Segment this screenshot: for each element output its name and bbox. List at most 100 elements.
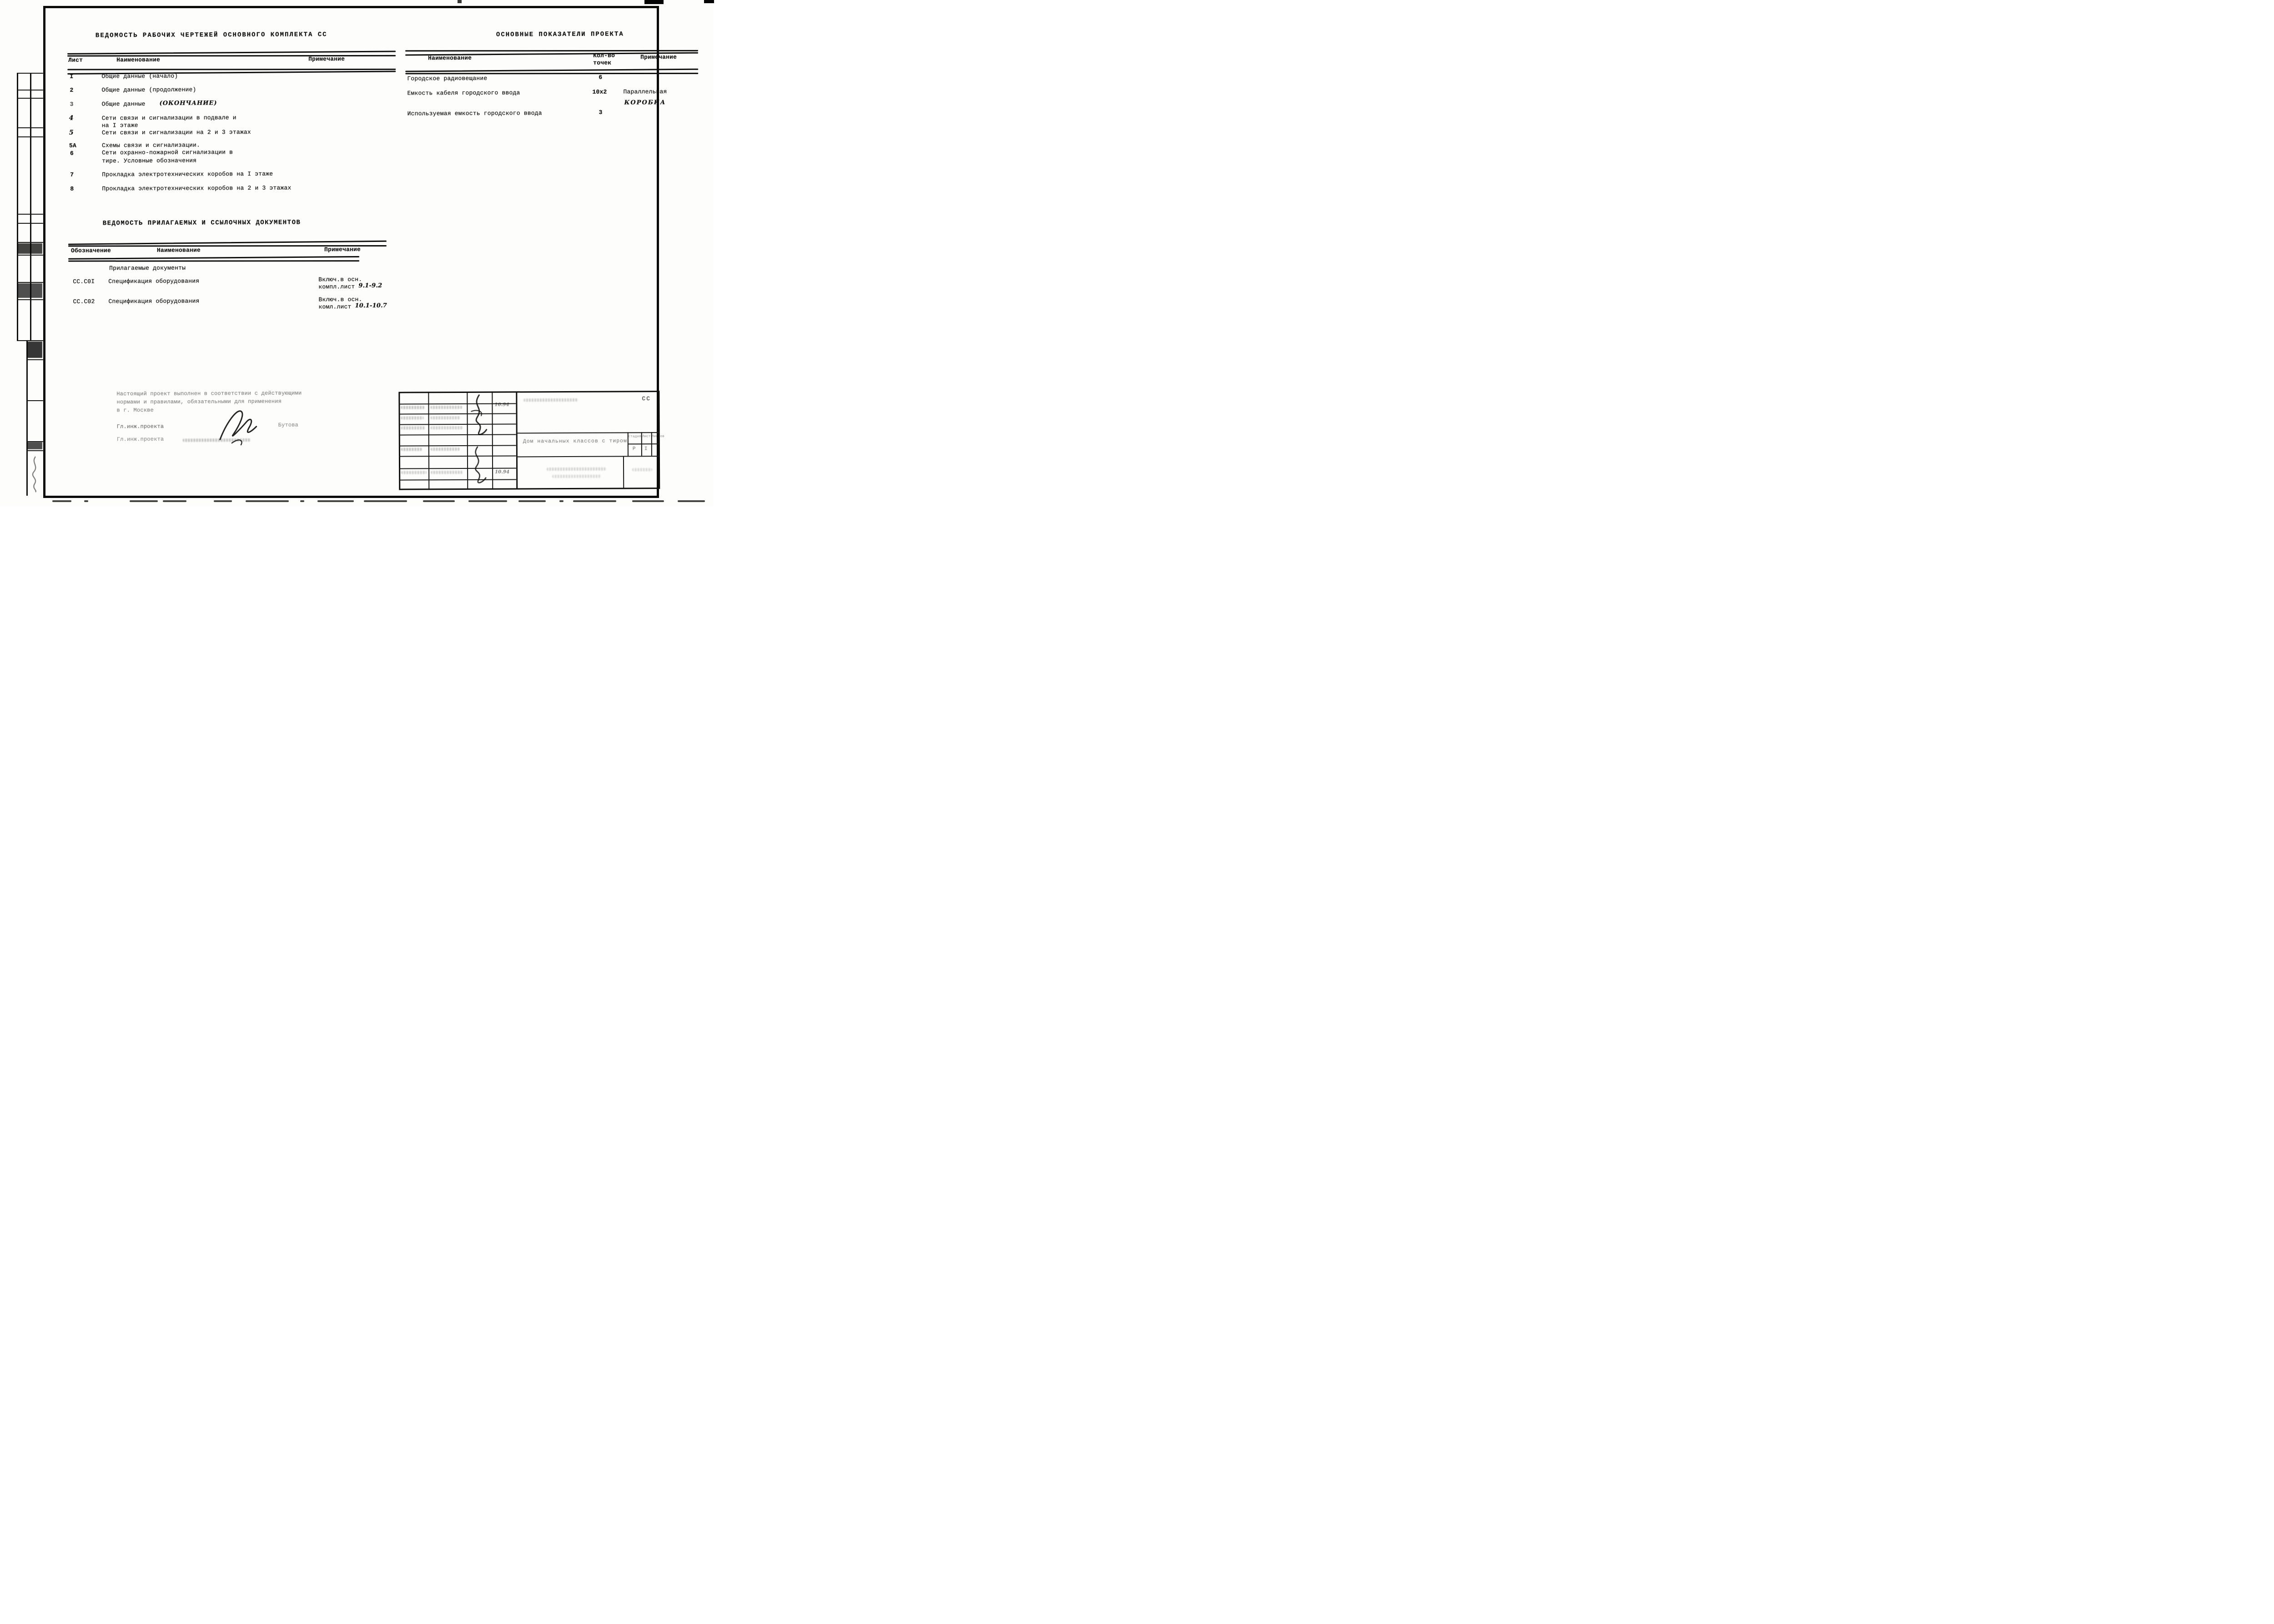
scan-artifact: [84, 500, 88, 502]
doc-number-faded: [523, 398, 579, 402]
scan-artifact: [163, 500, 186, 502]
chief-engineer-signature: [219, 410, 257, 446]
row-name: Сети связи и сигнализации на 2 и 3 этажа…: [101, 129, 251, 136]
illegible-text: [552, 474, 602, 478]
scan-artifact: [246, 500, 289, 502]
illegible-text: [401, 426, 426, 430]
indicators-col-note: Примечание: [640, 53, 677, 61]
illegible-text: [547, 467, 606, 471]
table-rule: [67, 68, 396, 70]
declaration-line: нормами и правилами, обязательными для п…: [116, 398, 282, 406]
row-name: Прокладка электротехнических коробов на …: [102, 184, 292, 192]
register-col-sheet: Лист: [68, 56, 83, 64]
documents-group-label: Прилагаемые документы: [109, 264, 186, 272]
second-signoff-label: Гл.инж.проекта: [116, 436, 164, 443]
illegible-text: [401, 416, 424, 420]
stamp-date: 10.94: [494, 402, 509, 407]
row-sheet-no: 7: [70, 171, 74, 178]
scan-artifact: [317, 500, 354, 502]
register-col-note: Примечание: [308, 55, 345, 63]
row-sheet-no: I: [70, 73, 74, 80]
table-rule: [68, 256, 360, 260]
illegible-text: [182, 438, 251, 442]
illegible-text: [430, 405, 463, 409]
illegible-text: [401, 406, 425, 409]
row-sheet-no: 6: [70, 150, 74, 157]
documents-title: ВЕДОМОСТЬ ПРИЛАГАЕМЫХ И ССЫЛОЧНЫХ ДОКУМЕ…: [102, 219, 301, 227]
stamp-project-title: Дом начальных классов с тиром: [523, 438, 627, 445]
illegible-text: [430, 426, 463, 430]
ink-smudge: [27, 442, 42, 449]
scan-artifact: [130, 500, 158, 502]
chief-engineer-name: Бутова: [278, 422, 299, 428]
sheets-label: Листов: [651, 435, 665, 439]
register-col-name: Наименование: [116, 56, 161, 64]
scan-artifact: [300, 500, 304, 502]
table-rule: [405, 72, 699, 75]
table-rule: [68, 240, 387, 245]
documents-col-code: Обозначение: [70, 247, 111, 254]
row-name: Сети связи и сигнализации в подвале и: [101, 114, 236, 122]
scan-artifact: [458, 0, 462, 3]
indicator-name: Емкость кабеля городского ввода: [407, 89, 520, 97]
doc-name: Спецификация оборудования: [108, 277, 200, 285]
documents-col-note: Примечание: [324, 246, 361, 253]
doc-name: Спецификация оборудования: [108, 297, 200, 305]
ink-smudge: [18, 283, 42, 298]
sheet-label: Лист: [642, 435, 651, 439]
illegible-text: [401, 447, 422, 451]
stamp-signature: [475, 446, 487, 483]
row-name-handwritten: (ОКОНЧАНИЕ): [159, 100, 217, 107]
scan-artifact: [573, 500, 616, 502]
illegible-text: [632, 468, 653, 472]
indicator-qty: 6: [599, 74, 603, 81]
table-rule: [67, 50, 396, 55]
scan-artifact: [423, 500, 455, 502]
indicators-col-qty: Кол-во: [593, 52, 615, 59]
sheet-value: I: [644, 446, 648, 452]
declaration-line: Настоящий проект выполнен в соответствии…: [116, 390, 302, 397]
doc-note: компл.лист: [318, 283, 359, 291]
row-sheet-no: 5: [69, 129, 74, 136]
row-name: Общие данные: [101, 100, 149, 108]
indicators-col-name: Наименование: [428, 54, 472, 62]
indicators-title: ОСНОВНЫЕ ПОКАЗАТЕЛИ ПРОЕКТА: [496, 30, 624, 39]
scan-artifact: [678, 500, 705, 502]
scan-artifact: [559, 500, 563, 502]
margin-handwriting: [32, 456, 37, 493]
stage-label: Стадия: [628, 435, 642, 439]
row-name: Сети охранно-пожарной сигнализации в: [101, 149, 233, 156]
scan-artifact: [704, 0, 714, 3]
scan-artifact: [632, 500, 664, 502]
doc-note-handwritten: 10.1-10.7: [355, 302, 387, 310]
chief-engineer-label: Гл.инж.проекта: [116, 423, 164, 430]
table-rule: [405, 68, 699, 72]
ink-smudge: [18, 243, 42, 254]
illegible-text: [401, 471, 427, 474]
indicator-note: Параллельная: [623, 88, 667, 96]
stage-value: Р: [632, 446, 636, 452]
scan-artifact: [52, 500, 71, 502]
table-rule: [68, 260, 360, 262]
illegible-text: [430, 447, 460, 451]
doc-note: комл.лист: [318, 303, 355, 311]
table-rule: [405, 50, 699, 52]
row-name: тире. Условные обозначения: [102, 157, 197, 165]
indicator-name: Городское радиовещание: [407, 75, 488, 82]
indicators-col-qty2: точек: [593, 59, 612, 66]
declaration-line: в г. Москве: [116, 407, 154, 414]
row-name: на I этаже: [101, 122, 138, 129]
row-sheet-no: 8: [70, 185, 74, 192]
indicator-note-handwritten: КОРОБКА: [624, 99, 666, 106]
scanned-drawing-sheet: ВЕДОМОСТЬ РАБОЧИХ ЧЕРТЕЖЕЙ ОСНОВНОГО КОМ…: [0, 0, 714, 506]
indicator-name: Используемая емкость городского ввода: [407, 110, 542, 117]
row-name: Прокладка электротехнических коробов на …: [102, 170, 273, 178]
register-title: ВЕДОМОСТЬ РАБОЧИХ ЧЕРТЕЖЕЙ ОСНОВНОГО КОМ…: [95, 31, 327, 40]
doc-code: СС.С02: [73, 298, 95, 305]
scan-artifact: [364, 500, 407, 502]
row-sheet-no: 3: [70, 101, 74, 108]
row-sheet-no: 5А: [69, 142, 77, 149]
documents-col-name: Наименование: [156, 246, 201, 254]
scan-artifact: [518, 500, 546, 502]
doc-note: Включ.в осн.: [318, 276, 362, 283]
